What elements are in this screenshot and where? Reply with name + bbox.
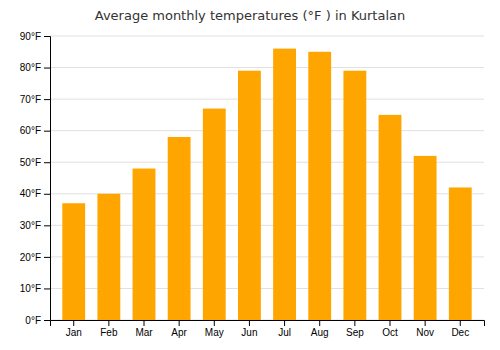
x-tick-mark [108,320,109,326]
x-tick: Jan [66,320,82,338]
y-tick-label: 10°F [20,283,41,294]
bar [97,194,120,320]
bar [238,71,261,320]
x-tick-label: Dec [451,327,469,338]
x-tick-label: Jun [241,327,257,338]
x-tick-mark [425,320,426,326]
y-tick-label: 20°F [20,252,41,263]
chart: 0°F 10°F 20°F 30°F 40°F 50°F 60°F 70°F 80°F 90°F J… [0,0,500,350]
x-tick-mark [249,320,250,326]
x-tick: Nov [416,320,434,338]
x-tick: Sep [346,320,364,338]
x-tick-mark [389,320,390,326]
x-tick-mark [354,320,355,326]
y-tick-mark [44,131,50,132]
y-tick-label: 50°F [20,157,41,168]
x-tick: May [205,320,224,338]
y-tick: 90°F [20,31,50,42]
bar [379,115,402,320]
y-tick: 80°F [20,62,50,73]
bar [133,169,156,320]
y-tick: 10°F [20,283,50,294]
plot-area: 0°F 10°F 20°F 30°F 40°F 50°F 60°F 70°F 80°F 90°F J… [20,31,485,338]
y-axis: 0°F 10°F 20°F 30°F 40°F 50°F 60°F 70°F 80°F 90°F [20,31,51,326]
x-tick-label: Aug [311,327,329,338]
x-tick-label: Feb [100,327,118,338]
y-tick-label: 60°F [20,125,41,136]
bar [203,109,226,320]
x-tick-label: Mar [135,327,153,338]
x-tick: Aug [311,320,329,338]
grid [50,36,484,320]
bar [168,137,191,320]
y-tick-mark [44,99,50,100]
grid-line [50,130,484,131]
x-tick: Jun [241,320,257,338]
x-tick-mark [460,320,461,326]
x-tick: Feb [100,320,118,338]
bar [308,52,331,320]
y-tick: 50°F [20,157,50,168]
grid-line [50,99,484,100]
grid-line [50,67,484,68]
y-tick-mark [44,194,50,195]
y-tick-label: 30°F [20,220,41,231]
bar [414,156,437,320]
y-tick: 0°F [25,315,50,326]
x-tick-mark [144,320,145,326]
y-tick-mark [44,257,50,258]
y-tick: 60°F [20,125,50,136]
bars [62,49,471,320]
x-tick-mark [73,320,74,326]
x-tick-label: Sep [346,327,364,338]
x-tick-label: Jul [278,327,291,338]
bar [273,49,296,320]
x-tick: Apr [171,320,187,338]
x-tick-label: Apr [171,327,187,338]
x-tick: Oct [382,320,398,338]
y-tick-label: 0°F [25,315,41,326]
x-tick-mark [179,320,180,326]
y-tick-mark [44,68,50,69]
y-tick-mark [44,36,50,37]
x-axis: Jan Feb Mar Apr May Jun Jul Aug Sep Oct Nov Dec [51,320,485,338]
x-tick-mark [214,320,215,326]
y-tick-mark [44,225,50,226]
y-axis-line [44,37,51,321]
y-tick-label: 80°F [20,62,41,73]
x-axis-line [51,321,485,327]
x-tick: Dec [451,320,469,338]
y-tick: 40°F [20,188,50,199]
y-tick: 70°F [20,94,50,105]
x-tick-label: Nov [416,327,434,338]
x-tick-mark [284,320,285,326]
x-tick-mark [319,320,320,326]
y-tick-label: 70°F [20,94,41,105]
y-tick-mark [44,320,50,321]
bar [449,187,472,320]
y-tick-label: 40°F [20,188,41,199]
grid-line [50,36,484,37]
y-tick-label: 90°F [20,31,41,42]
x-tick-label: May [205,327,224,338]
bar [62,203,85,320]
y-tick-mark [44,288,50,289]
x-tick-label: Jan [66,327,82,338]
y-tick: 20°F [20,252,50,263]
bar [343,71,366,320]
x-tick: Jul [278,320,291,338]
x-tick: Mar [135,320,153,338]
y-tick-mark [44,162,50,163]
title: Average monthly temperatures (°F ) in Ku… [95,8,405,23]
x-tick-label: Oct [382,327,398,338]
y-tick: 30°F [20,220,50,231]
